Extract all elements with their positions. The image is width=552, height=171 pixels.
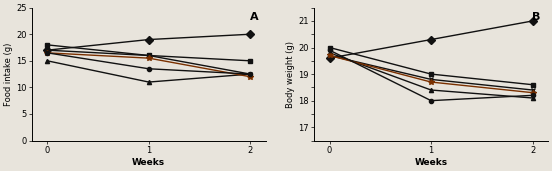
Y-axis label: Food intake (g): Food intake (g) [4, 42, 13, 106]
X-axis label: Weeks: Weeks [415, 158, 448, 167]
X-axis label: Weeks: Weeks [132, 158, 165, 167]
Text: A: A [250, 12, 258, 22]
Text: B: B [533, 12, 541, 22]
Y-axis label: Body weight (g): Body weight (g) [286, 41, 295, 108]
